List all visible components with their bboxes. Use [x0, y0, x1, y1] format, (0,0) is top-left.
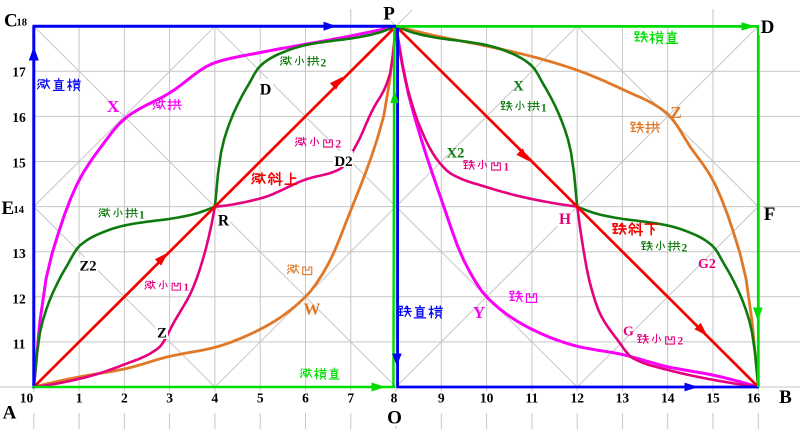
svg-text:X: X [513, 79, 524, 95]
svg-text:8: 8 [391, 391, 398, 406]
svg-text:A: A [3, 403, 17, 424]
svg-text:Z: Z [670, 103, 681, 122]
svg-text:1: 1 [76, 391, 83, 406]
svg-text:Z2: Z2 [80, 259, 97, 275]
svg-text:15: 15 [12, 156, 26, 171]
svg-text:C: C [4, 11, 18, 32]
svg-text:O: O [387, 408, 402, 429]
svg-text:H: H [559, 211, 571, 228]
svg-text:B: B [779, 387, 792, 408]
svg-text:12: 12 [570, 391, 584, 406]
svg-text:3: 3 [166, 391, 173, 406]
svg-text:9: 9 [438, 391, 445, 406]
svg-text:14: 14 [14, 205, 25, 216]
svg-text:5: 5 [257, 391, 264, 406]
svg-text:11: 11 [13, 337, 26, 352]
svg-text:11: 11 [526, 391, 539, 406]
svg-text:1: 1 [139, 210, 145, 222]
svg-text:16: 16 [747, 391, 761, 406]
svg-text:13: 13 [12, 246, 26, 261]
svg-text:1: 1 [184, 282, 189, 294]
svg-text:R: R [218, 213, 230, 230]
svg-text:10: 10 [480, 391, 494, 406]
svg-text:17: 17 [12, 65, 26, 80]
svg-text:Z: Z [157, 326, 167, 342]
svg-text:2: 2 [336, 139, 342, 151]
svg-text:D: D [260, 82, 272, 99]
svg-text:X: X [107, 97, 120, 116]
svg-text:D2: D2 [334, 154, 352, 170]
svg-text:X2: X2 [447, 146, 465, 162]
svg-text:1: 1 [541, 103, 547, 115]
svg-text:D: D [761, 17, 775, 38]
svg-text:6: 6 [302, 391, 309, 406]
svg-text:16: 16 [12, 110, 26, 125]
svg-text:7: 7 [347, 391, 354, 406]
svg-text:E: E [2, 198, 15, 219]
svg-text:W: W [304, 300, 321, 319]
svg-text:2: 2 [682, 243, 688, 255]
svg-text:2: 2 [121, 391, 128, 406]
svg-text:2: 2 [321, 58, 327, 70]
svg-text:13: 13 [616, 391, 630, 406]
svg-text:P: P [383, 4, 395, 25]
svg-text:4: 4 [212, 391, 219, 406]
svg-text:G: G [623, 325, 634, 340]
svg-text:2: 2 [678, 336, 684, 348]
svg-text:10: 10 [20, 391, 34, 406]
svg-text:Y: Y [473, 303, 485, 322]
svg-text:14: 14 [661, 391, 675, 406]
svg-text:1: 1 [504, 162, 510, 174]
svg-text:15: 15 [706, 391, 720, 406]
svg-text:G2: G2 [698, 257, 716, 272]
svg-text:18: 18 [17, 18, 28, 29]
svg-text:12: 12 [12, 291, 26, 306]
svg-text:F: F [764, 204, 776, 225]
